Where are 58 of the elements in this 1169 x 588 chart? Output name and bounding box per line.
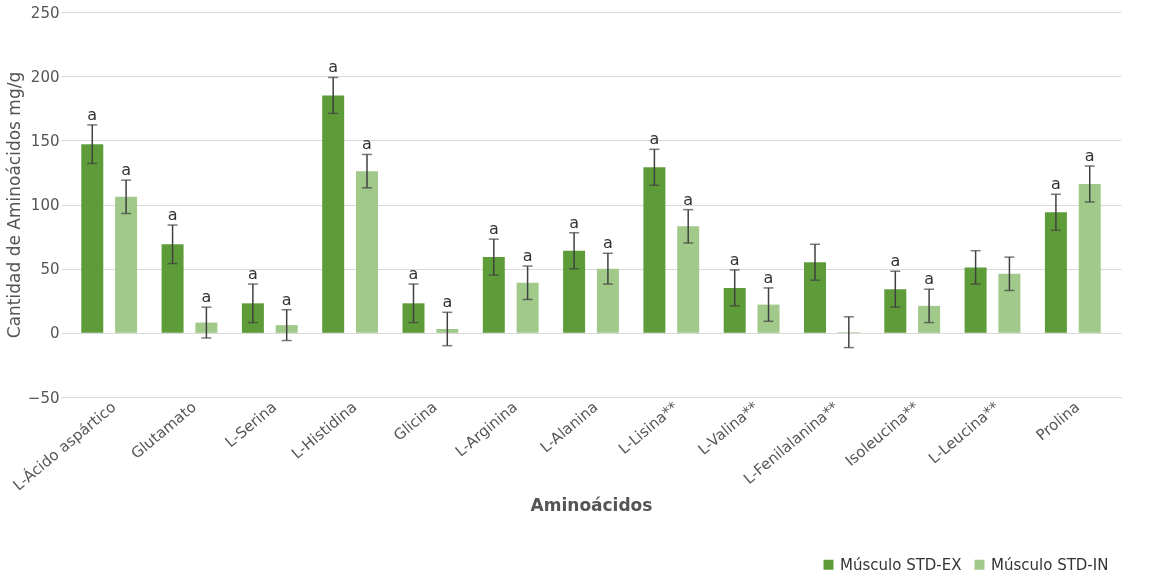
data-label: a [281, 289, 292, 309]
bar [804, 262, 826, 333]
bar [596, 268, 619, 333]
y-tick-label: 50 [40, 260, 60, 279]
data-label: a [1051, 174, 1061, 194]
data-label: a [1084, 146, 1095, 165]
bar [757, 304, 780, 333]
bar [436, 328, 459, 333]
bar [81, 144, 104, 333]
bar [677, 226, 700, 333]
y-axis-title: Cantidad de Aminoácidos mg/g [3, 71, 24, 339]
data-label: a [890, 251, 901, 271]
x-axis-title: Aminoácidos [530, 494, 653, 515]
bar [563, 250, 586, 333]
y-tick-label: 0 [49, 324, 60, 343]
data-label: a [121, 160, 131, 180]
data-label: a [442, 292, 453, 312]
bar [356, 171, 378, 333]
data-label: a [924, 269, 935, 289]
bar [195, 322, 218, 333]
bar [161, 244, 184, 333]
y-tick-label: 200 [30, 67, 60, 86]
bar [998, 273, 1021, 333]
bar [964, 267, 987, 333]
y-tick-label: 250 [30, 3, 60, 22]
y-tick-label: 100 [30, 196, 60, 214]
legend-label: Músculo STD-EX [840, 555, 962, 574]
bar [918, 305, 941, 333]
bar [516, 282, 539, 333]
bar [884, 289, 907, 333]
data-label: a [247, 264, 258, 284]
y-tick-label: −50 [27, 388, 60, 407]
data-label: a [488, 219, 499, 239]
data-label: a [201, 287, 212, 307]
y-tick-label: 150 [30, 131, 60, 150]
data-label: a [649, 129, 660, 149]
bar [402, 303, 425, 333]
data-label: a [167, 205, 178, 225]
data-label: a [522, 246, 533, 266]
legend-label: Músculo STD-IN [991, 555, 1109, 574]
data-label: a [408, 264, 419, 284]
bar [723, 287, 746, 333]
bar [1044, 212, 1067, 333]
bar [643, 167, 666, 333]
data-label: a [763, 267, 774, 287]
data-label: a [683, 189, 694, 209]
data-label: a [603, 233, 613, 253]
data-label: a [328, 57, 339, 77]
data-label: a [729, 249, 740, 269]
bar [482, 257, 505, 333]
bar [1078, 183, 1101, 333]
bar [115, 196, 138, 333]
data-label: a [569, 212, 579, 232]
bar [275, 325, 298, 333]
bar [322, 95, 345, 333]
data-label: a [87, 104, 98, 124]
data-label: a [362, 134, 372, 154]
bar [241, 303, 264, 333]
